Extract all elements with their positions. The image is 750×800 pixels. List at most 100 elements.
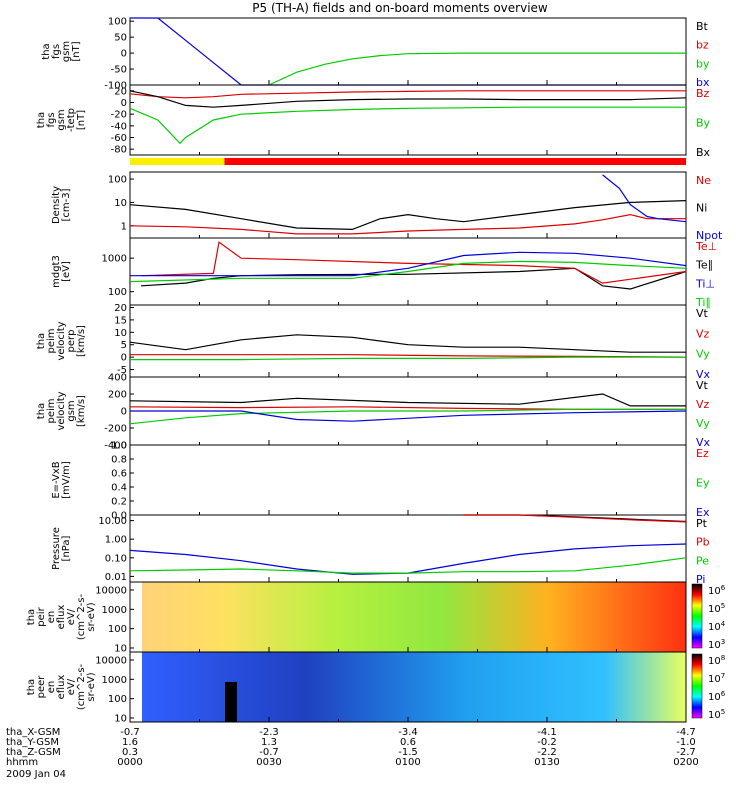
y-tick-label: -80 [111,145,127,156]
y-tick-label: 20 [114,86,127,97]
colorbar-scale [691,653,703,719]
y-tick-label: -5 [117,365,127,376]
y-axis-label: en [46,611,57,624]
y-axis-label: sr-eV) [86,602,97,631]
panel-frame [129,17,687,86]
chart-title: P5 (TH-A) fields and on-board moments ov… [252,1,548,15]
y-axis-label: [nT] [71,41,82,61]
colorbar-tick-label: 104 [708,620,726,633]
legend-entry: Pe [696,554,709,567]
legend-entry: Pb [696,536,710,549]
y-axis-label: eflux [56,605,67,630]
panel-10: 108 107 106 105 10000 1000 100 10 tha peer en eflux… [26,651,726,725]
y-axis-label: E=-VxB [51,461,62,498]
legend-entry: Vz [696,327,710,340]
panel-3: 100 10 1 Density [cm-3] Ne Ni Npot [51,171,723,242]
panel-2: 200-20-40-60-80 tha fgs gsm -tetp [nT] Bz By Bx [36,84,711,159]
panel-6: 400 200 0 -200 -400 tha peim velocity gsm [km/s] V… [36,373,711,452]
y-axis-label: Pressure [51,527,62,570]
footer-value: -0.7 [120,727,140,738]
legend-entry: Bz [696,87,710,100]
y-tick-label: 1.0 [111,441,127,452]
footer-value: 0030 [256,757,281,768]
y-tick-label: 1000 [102,675,127,686]
footer-row-label: tha_X-GSM [6,727,60,738]
footer-value: 0000 [117,757,142,768]
legend-entry: Ti∥ [695,296,711,309]
footer-value: 0100 [395,757,420,768]
y-tick-label: 0.4 [111,483,127,494]
y-tick-label: 1.00 [105,535,127,546]
y-axis-label: fgs [46,112,57,127]
y-axis-label: Density [51,186,62,224]
series-line-By [129,106,686,145]
y-axis-label: [km/s] [76,325,87,357]
legend-entry: Te⊥ [695,240,717,253]
colorbar-tick-label: 105 [708,602,725,615]
series-line-Vy [130,356,686,361]
series-line-Ti∥ [129,260,687,283]
footer-row-label: hhmm [6,757,38,768]
footer-value: -3.4 [398,727,418,738]
y-axis-label: peer [36,675,47,699]
legend-entry: Ez [696,447,709,460]
legend-entry: Vt [696,379,709,392]
legend-entry: Vx [696,368,711,381]
series-line-Ne [129,213,686,235]
y-tick-label: -20 [111,110,127,121]
series-line-Vt [129,334,686,353]
series-line-Npot [602,174,687,223]
legend-entry: Ne [696,174,711,187]
y-axis-label: eV/ [66,608,77,625]
legend-entry: By [696,116,711,129]
footer-value: -2.3 [259,727,279,738]
y-tick-label: -40 [111,121,127,132]
panel-frame [129,514,687,583]
y-tick-label: 10.00 [98,516,127,527]
legend-entry: Npot [696,229,723,242]
y-axis-label: gsm [56,109,67,130]
legend-entry: Ti⊥ [695,277,715,290]
y-tick-label: 0.8 [111,455,127,466]
y-axis-label: sr-eV) [86,672,97,701]
series-line-Vx [130,410,687,422]
y-axis-label: eV/ [66,678,77,695]
y-axis-label: peim [46,398,57,423]
y-axis-label: peir [36,606,47,626]
footer-value: -1.5 [398,747,418,758]
footer-value: -0.7 [259,747,279,758]
y-tick-label: 0.01 [105,572,127,583]
y-axis-label: [nPa] [61,535,72,561]
legend-entry: bz [696,39,709,52]
series-line-Te⊥ [141,241,687,284]
y-axis-label: -tetp [66,108,77,132]
status-bar-segment [224,158,686,165]
panel-frame [129,304,687,378]
y-tick-label: 0 [121,98,127,109]
series-line-Bz [129,90,686,99]
colorbar-tick-label: 106 [708,690,726,703]
series-line-Vy [129,408,686,425]
colorbar-tick-label: 107 [708,672,725,685]
series-line-Ti⊥ [130,251,687,277]
footer-row-label: tha_Y-GSM [6,737,59,748]
y-tick-label: 200 [108,390,127,401]
footer-value: -0.2 [537,737,557,748]
legend-entry: Vt [696,307,709,320]
y-axis-label: tha [26,609,37,625]
y-axis-label: tha [41,43,52,59]
y-tick-label: 100 [108,287,127,298]
y-tick-label: 0 [121,353,127,364]
panel-9: 106 105 104 103 10000 1000 100 10 tha peir en eflux… [26,581,726,655]
legend-entry: Bx [696,146,711,159]
y-tick-label: -60 [111,133,127,144]
legend-entry: Ex [696,506,710,519]
y-tick-label: 10000 [95,586,127,597]
y-tick-label: 15 [114,315,127,326]
y-axis-label: gsm [61,41,72,62]
footer-value: 1.6 [122,737,138,748]
y-axis-label: fgs [51,44,62,59]
y-tick-label: 0.10 [105,553,127,564]
